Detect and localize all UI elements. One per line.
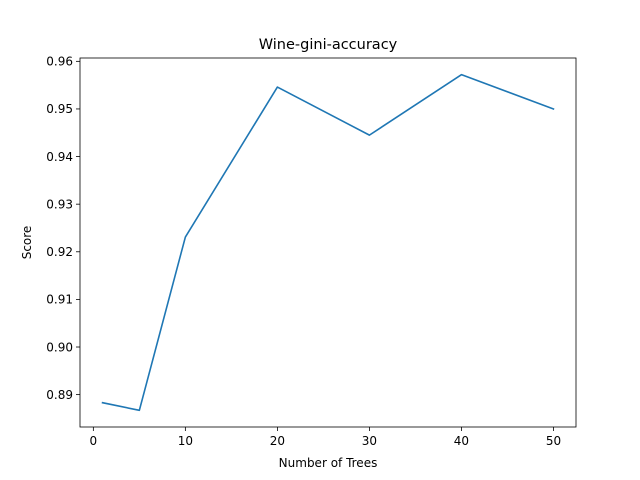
x-axis-title: Number of Trees <box>279 456 378 470</box>
x-tick-label: 40 <box>454 434 469 448</box>
x-tick-label: 0 <box>90 434 98 448</box>
x-tick-label: 30 <box>362 434 377 448</box>
y-axis-ticks: 0.89 0.90 0.91 0.92 0.93 0.94 0.95 0.96 <box>46 55 80 402</box>
plot-area <box>80 58 576 427</box>
data-marks <box>101 73 555 412</box>
series-line-0 <box>101 73 555 412</box>
y-axis-title: Score <box>20 226 34 260</box>
x-axis-ticks: 0 10 20 30 40 50 <box>90 427 561 448</box>
x-tick-label: 50 <box>546 434 561 448</box>
y-tick-label: 0.91 <box>46 293 73 307</box>
y-tick-label: 0.94 <box>46 150 73 164</box>
y-tick-label: 0.93 <box>46 197 73 211</box>
y-tick-label: 0.92 <box>46 245 73 259</box>
y-tick-label: 0.90 <box>46 340 73 354</box>
chart-title: Wine-gini-accuracy <box>259 37 398 53</box>
y-tick-label: 0.96 <box>46 55 73 69</box>
x-tick-label: 20 <box>270 434 285 448</box>
y-tick-label: 0.95 <box>46 102 73 116</box>
x-tick-label: 10 <box>178 434 193 448</box>
y-tick-label: 0.89 <box>46 388 73 402</box>
plot-frame <box>79 57 577 428</box>
